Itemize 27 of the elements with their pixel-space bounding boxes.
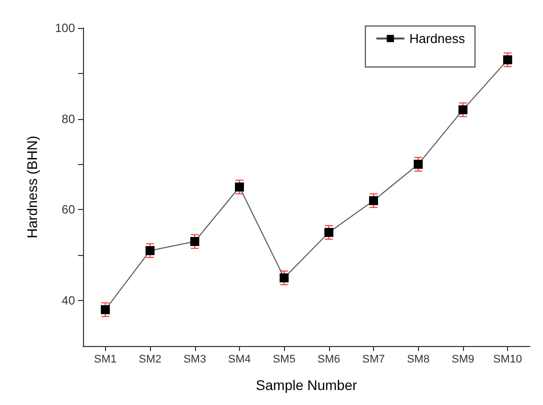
x-tick-label: SM9 bbox=[452, 354, 474, 366]
x-tick-label: SM3 bbox=[183, 354, 206, 366]
point bbox=[458, 105, 468, 114]
point bbox=[190, 237, 200, 246]
x-axis-title: Sample Number bbox=[256, 377, 358, 393]
x-tick-label: SM10 bbox=[493, 354, 522, 366]
x-tick-label: SM5 bbox=[272, 354, 296, 366]
y-tick-label: 60 bbox=[62, 202, 76, 217]
y-tick-label: 80 bbox=[62, 112, 76, 126]
point bbox=[234, 182, 244, 192]
point bbox=[369, 196, 378, 206]
x-tick-label: SM4 bbox=[228, 354, 251, 366]
y-tick-label: 100 bbox=[54, 21, 76, 35]
point bbox=[100, 305, 110, 314]
x-tick-label: SM1 bbox=[94, 354, 117, 366]
point bbox=[503, 55, 512, 64]
y-tick-label: 40 bbox=[62, 294, 76, 308]
x-tick-label: SM2 bbox=[138, 354, 162, 366]
point bbox=[324, 228, 334, 237]
x-tick-label: SM6 bbox=[318, 354, 340, 366]
point bbox=[146, 246, 155, 256]
point bbox=[414, 160, 423, 169]
x-tick-label: SM7 bbox=[362, 354, 385, 366]
y-axis-title: Hardness (BHN) bbox=[24, 136, 40, 238]
point bbox=[280, 273, 289, 282]
legend-label: Hardness bbox=[409, 31, 466, 46]
x-tick-label: SM8 bbox=[406, 354, 430, 366]
